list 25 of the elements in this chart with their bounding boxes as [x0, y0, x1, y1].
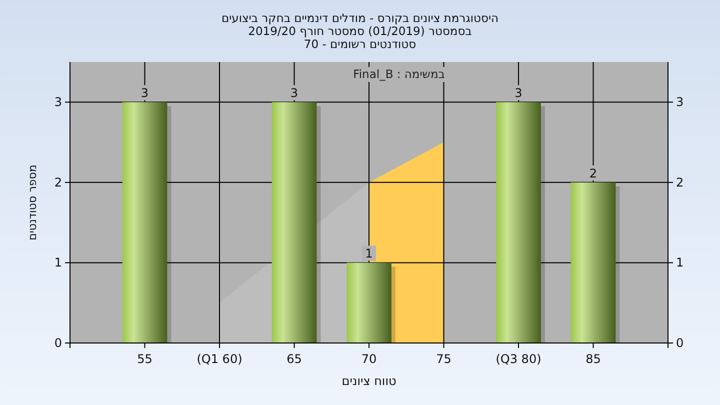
data-label: 1 — [365, 246, 373, 261]
y-tick-label: 0 — [54, 336, 62, 350]
data-label: 3 — [514, 86, 522, 100]
x-axis-title: טווח ציונים — [342, 374, 396, 388]
x-tick-label: 65 — [286, 352, 302, 366]
data-label: 3 — [290, 86, 298, 100]
data-label: 2 — [589, 166, 598, 180]
x-tick-label: (Q3 80) — [496, 352, 542, 366]
y2-tick-label: 3 — [676, 95, 684, 110]
y-tick-label: 3 — [54, 95, 62, 110]
y2-tick-label: 1 — [676, 256, 684, 270]
y2-tick-label: 2 — [676, 175, 684, 190]
y-tick-label: 1 — [54, 256, 62, 270]
x-tick-label: 85 — [586, 352, 601, 366]
y-axis-title: מספר סטודנטים — [26, 164, 39, 240]
chart-title: היסטוגרמת ציונים בקורס - מודלים דינמיים בחקר ביצועים — [221, 11, 499, 25]
x-tick-label: (Q1 60) — [196, 352, 242, 366]
data-label: 3 — [140, 86, 149, 100]
y2-tick-label: 0 — [676, 336, 684, 350]
annotation: במשימה : Final_B — [353, 67, 446, 81]
x-tick-label: 70 — [361, 352, 377, 366]
x-tick-label: 55 — [137, 352, 152, 366]
y-tick-label: 2 — [54, 175, 62, 190]
x-tick-label: 75 — [436, 352, 452, 366]
chart-subtitle: בסמסטר (01/2019) סמסטר חורף 2019/20 סטודנטים רשומים - 70 — [248, 24, 472, 51]
